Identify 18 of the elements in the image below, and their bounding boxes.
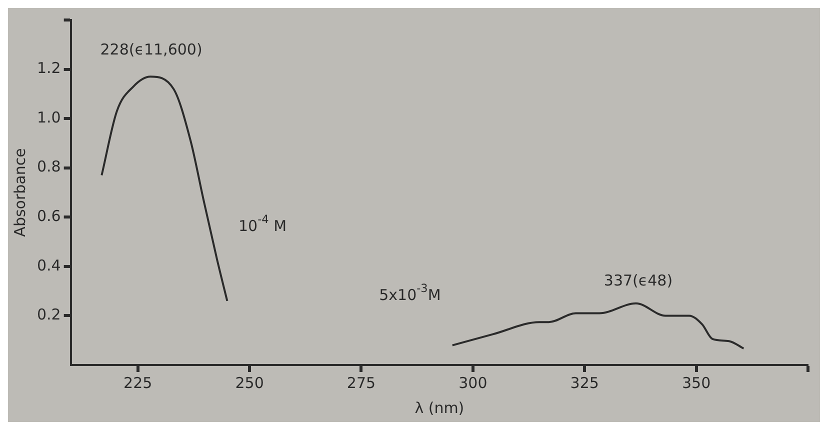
x-tick-label: 300 (458, 374, 488, 392)
y-tick-label: 0.4 (36, 256, 61, 274)
x-tick-label: 325 (570, 374, 599, 392)
y-tick-label: 0.2 (36, 306, 61, 324)
y-tick-label: 1.0 (36, 108, 61, 126)
x-tick-label: 225 (124, 374, 152, 392)
y-tick-label: 0.8 (36, 158, 61, 176)
x-tick-label: 275 (346, 374, 376, 392)
y-tick-label: 0.6 (36, 207, 61, 226)
line-series (451, 302, 745, 350)
x-tick-label: 350 (682, 374, 711, 392)
line-series (100, 76, 228, 302)
x-axis-title: λ (nm) (414, 398, 464, 417)
annotation: 228(ϵ11,600) (100, 40, 202, 59)
y-tick-label: 1.2 (36, 59, 61, 78)
y-axis-title: Absorbance (10, 148, 29, 237)
x-tick-label: 250 (235, 374, 264, 392)
annotation: 337(ϵ48) (604, 271, 673, 290)
